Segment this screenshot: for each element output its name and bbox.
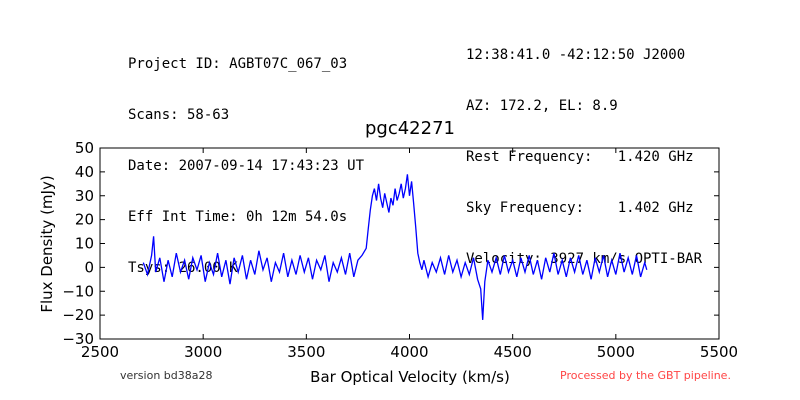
y-tick-label: 0 <box>84 258 94 276</box>
version-text: version bd38a28 <box>120 369 213 382</box>
y-tick-label: 40 <box>75 163 94 181</box>
header-info-right: 12:38:41.0 -42:12:50 J2000 AZ: 172.2, EL… <box>466 13 702 285</box>
chart-title: pgc42271 <box>365 118 455 139</box>
x-tick-label: 4000 <box>390 343 428 361</box>
y-tick-label: 10 <box>75 235 94 253</box>
az-el-text: AZ: 172.2, EL: 8.9 <box>466 98 618 114</box>
eff-int-time-text: Eff Int Time: 0h 12m 54.0s <box>128 209 348 225</box>
y-tick-label: −30 <box>62 330 94 348</box>
scans-text: Scans: 58-63 <box>128 107 230 123</box>
x-tick-label: 4500 <box>494 343 532 361</box>
y-tick-label: 50 <box>75 139 94 157</box>
rest-frequency-text: Rest Frequency: 1.420 GHz <box>466 149 694 165</box>
coordinates-text: 12:38:41.0 -42:12:50 J2000 <box>466 47 686 63</box>
sky-frequency-text: Sky Frequency: 1.402 GHz <box>466 200 694 216</box>
x-tick-label: 5000 <box>597 343 635 361</box>
y-tick-label: 20 <box>75 211 94 229</box>
y-tick-label: −10 <box>62 282 94 300</box>
project-id-text: Project ID: AGBT07C_067_03 <box>128 56 348 72</box>
x-tick-label: 3500 <box>287 343 325 361</box>
flux-series-line <box>142 174 648 320</box>
plot-frame <box>99 147 720 340</box>
x-tick-label: 2500 <box>81 343 119 361</box>
y-tick-label: −20 <box>62 306 94 324</box>
y-tick-label: 30 <box>75 187 94 205</box>
x-axis-label: Bar Optical Velocity (km/s) <box>310 368 510 386</box>
date-text: Date: 2007-09-14 17:43:23 UT <box>128 158 365 174</box>
pipeline-credit-text: Processed by the GBT pipeline. <box>560 369 731 382</box>
x-tick-label: 5500 <box>700 343 738 361</box>
y-axis-label: Flux Density (mJy) <box>38 175 56 312</box>
x-tick-label: 3000 <box>184 343 222 361</box>
axis-ticks: 2500 3000 3500 4000 4500 5000 5500 −30 −20 −10 0 10… <box>62 139 738 361</box>
header-info-left: Project ID: AGBT07C_067_03 Scans: 58-63 … <box>128 22 364 294</box>
